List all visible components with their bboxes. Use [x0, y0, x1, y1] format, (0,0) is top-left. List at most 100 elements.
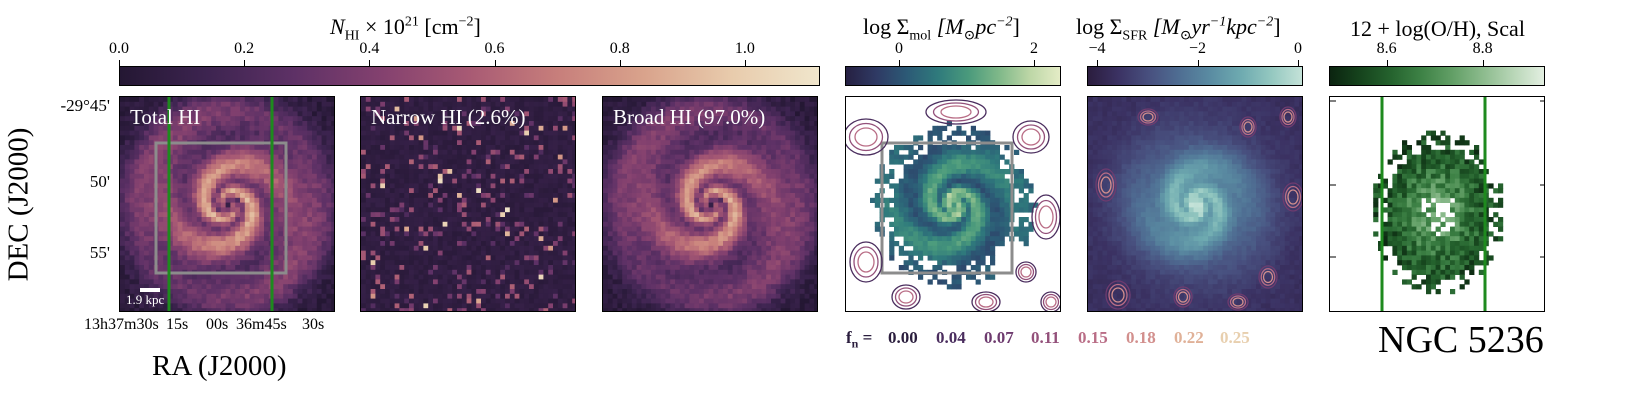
broad-hi-pixel	[689, 159, 695, 165]
broad-hi-pixel	[795, 121, 801, 127]
narrow-hi-pixel	[365, 250, 371, 256]
hi-pixel	[177, 183, 183, 189]
broad-hi-pixel	[756, 106, 762, 112]
narrow-hi-pixel	[428, 188, 434, 194]
narrow-hi-pixel	[471, 231, 477, 237]
hi-pixel	[148, 188, 154, 194]
hi-pixel	[168, 202, 174, 208]
hi-pixel	[225, 260, 231, 266]
broad-hi-pixel	[655, 183, 661, 189]
hi-pixel	[326, 140, 332, 146]
broad-hi-pixel	[679, 106, 685, 112]
narrow-hi-pixel	[447, 106, 453, 112]
broad-hi-pixel	[670, 145, 676, 151]
broad-hi-pixel	[670, 111, 676, 117]
hi-pixel	[249, 279, 255, 285]
hi-pixel	[230, 250, 236, 256]
narrow-hi-pixel	[481, 135, 487, 141]
narrow-hi-pixel	[380, 269, 386, 275]
hi-pixel	[288, 231, 294, 237]
narrow-hi-pixel	[418, 231, 424, 237]
hi-pixel	[264, 226, 270, 232]
hi-pixel	[240, 308, 246, 311]
hi-pixel	[244, 116, 250, 122]
narrow-hi-pixel	[461, 111, 467, 117]
hi-pixel	[240, 255, 246, 261]
narrow-hi-pixel	[505, 274, 511, 280]
broad-hi-pixel	[713, 169, 719, 175]
broad-hi-pixel	[766, 173, 772, 179]
narrow-hi-pixel	[505, 106, 511, 112]
hi-pixel	[235, 125, 241, 131]
hi-pixel	[196, 217, 202, 223]
hi-pixel	[235, 173, 241, 179]
hi-pixel	[129, 236, 135, 242]
narrow-hi-pixel	[505, 154, 511, 160]
broad-hi-pixel	[761, 116, 767, 122]
narrow-hi-pixel	[529, 293, 535, 299]
narrow-hi-pixel	[437, 289, 443, 295]
hi-pixel	[307, 164, 313, 170]
hi-pixel	[172, 250, 178, 256]
narrow-hi-pixel	[466, 231, 472, 237]
narrow-hi-pixel	[442, 293, 448, 299]
hi-pixel	[177, 303, 183, 309]
narrow-hi-pixel	[509, 284, 515, 290]
hi-pixel	[326, 169, 332, 175]
narrow-hi-pixel	[524, 241, 530, 247]
broad-hi-pixel	[622, 164, 628, 170]
narrow-hi-pixel	[543, 188, 549, 194]
broad-hi-pixel	[708, 169, 714, 175]
narrow-hi-pixel	[567, 202, 573, 208]
narrow-hi-pixel	[481, 298, 487, 304]
hi-pixel	[283, 130, 289, 136]
hi-pixel	[134, 121, 140, 127]
narrow-hi-pixel	[466, 202, 472, 208]
broad-hi-pixel	[694, 164, 700, 170]
hi-pixel	[316, 106, 322, 112]
hi-pixel	[278, 149, 284, 155]
narrow-hi-pixel	[461, 188, 467, 194]
broad-hi-pixel	[723, 106, 729, 112]
hi-pixel	[326, 260, 332, 266]
broad-hi-pixel	[651, 145, 657, 151]
narrow-hi-pixel	[361, 202, 367, 208]
hi-pixel	[124, 111, 130, 117]
hi-pixel	[206, 164, 212, 170]
broad-hi-pixel	[785, 154, 791, 160]
narrow-hi-pixel	[365, 178, 371, 184]
narrow-hi-pixel	[490, 101, 496, 107]
narrow-hi-pixel	[505, 149, 511, 155]
hi-pixel	[211, 289, 217, 295]
broad-hi-pixel	[804, 173, 810, 179]
hi-pixel	[129, 226, 135, 232]
narrow-hi-pixel	[524, 255, 530, 261]
hi-pixel	[307, 130, 313, 136]
narrow-hi-pixel	[538, 255, 544, 261]
hi-pixel	[230, 101, 236, 107]
hi-pixel	[120, 226, 126, 232]
narrow-hi-pixel	[380, 149, 386, 155]
broad-hi-pixel	[727, 125, 733, 131]
narrow-hi-pixel	[418, 221, 424, 227]
narrow-hi-pixel	[423, 154, 429, 160]
broad-hi-pixel	[689, 173, 695, 179]
hi-pixel	[120, 197, 126, 203]
hi-pixel	[124, 284, 130, 290]
hi-pixel	[168, 279, 174, 285]
hi-pixel	[288, 101, 294, 107]
broad-hi-pixel	[785, 116, 791, 122]
hi-pixel	[120, 106, 126, 112]
narrow-hi-pixel	[490, 308, 496, 311]
hi-pixel	[192, 207, 198, 213]
hi-pixel	[321, 293, 327, 299]
hi-pixel	[225, 241, 231, 247]
narrow-hi-pixel	[375, 221, 381, 227]
narrow-hi-pixel	[433, 202, 439, 208]
narrow-hi-pixel	[389, 116, 395, 122]
narrow-hi-pixel	[423, 221, 429, 227]
broad-hi-pixel	[742, 149, 748, 155]
narrow-hi-pixel	[500, 289, 506, 295]
hi-pixel	[134, 188, 140, 194]
hi-pixel	[144, 241, 150, 247]
